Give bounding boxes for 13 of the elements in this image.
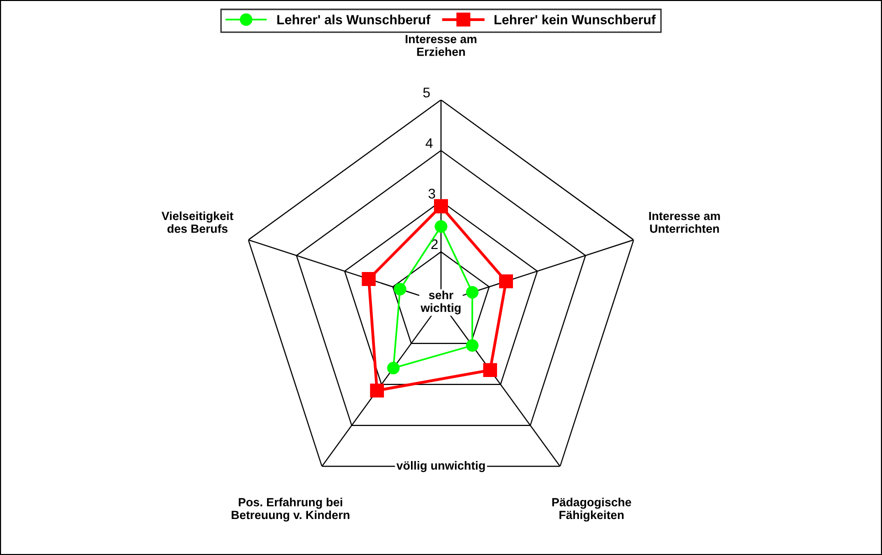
spoke-label: Pädagogische Fähigkeiten — [552, 498, 632, 522]
spoke-label: Pos. Erfahrung bei Betreuung v. Kindern — [232, 498, 350, 522]
spoke-label: Vielseitigkeit des Berufs — [162, 211, 234, 233]
text: völlig unwichtig — [396, 461, 485, 472]
spoke-label: Interesse am Unterrichten — [649, 212, 720, 233]
y-tick-label: 2 — [431, 239, 438, 250]
legend-label: Lehrer' als Wunschberuf — [277, 14, 430, 24]
spoke-label: Interesse am Erziehen — [406, 35, 476, 56]
y-tick-label: 4 — [426, 138, 433, 148]
text: sehr wichtig — [420, 290, 461, 314]
y-tick-label: 3 — [428, 188, 436, 199]
y-tick-label: 5 — [423, 88, 430, 98]
legend-label: Lehrer' kein Wunschberuf — [494, 14, 656, 24]
